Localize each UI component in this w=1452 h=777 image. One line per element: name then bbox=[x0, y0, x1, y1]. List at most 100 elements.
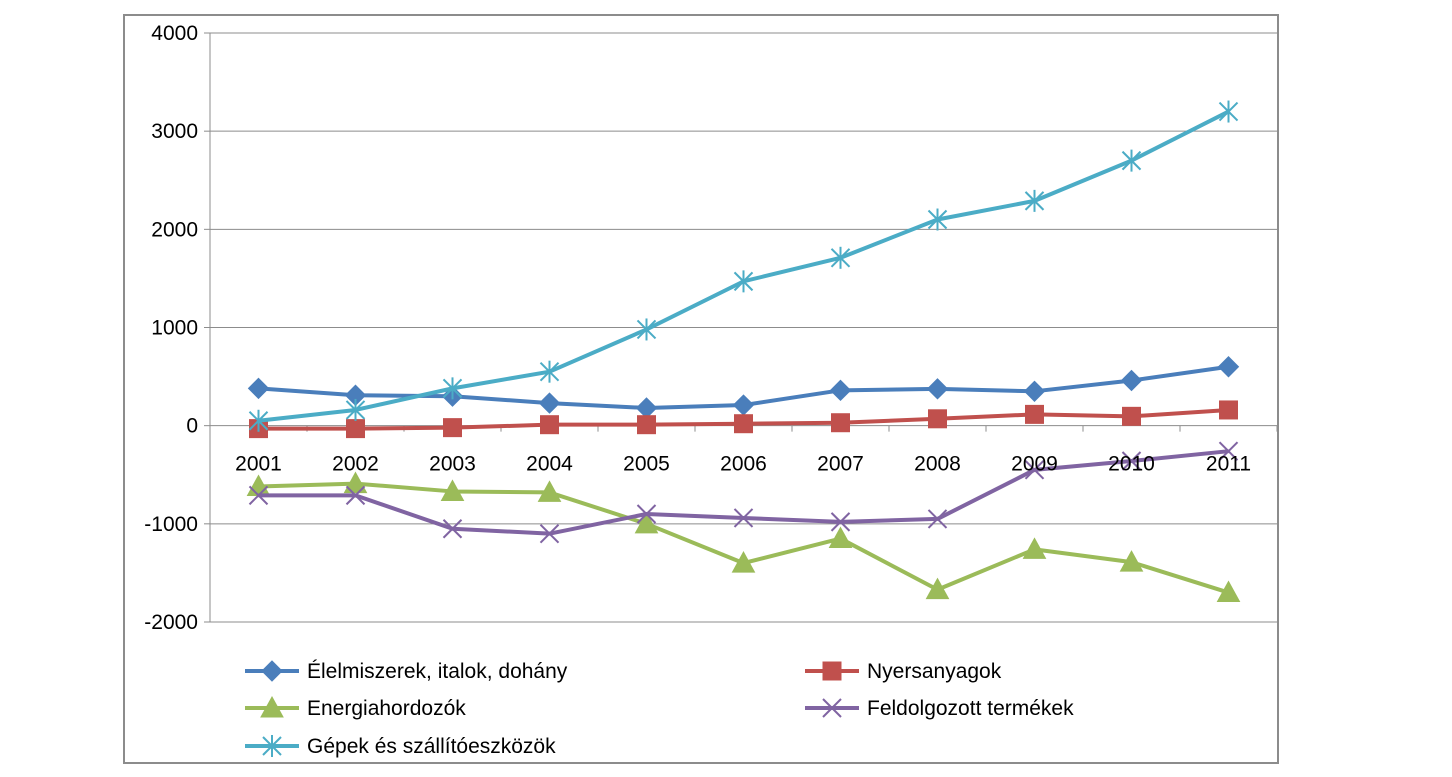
x-tick-label: 2002 bbox=[332, 453, 379, 476]
data-point-square bbox=[831, 413, 850, 433]
data-point-x bbox=[1218, 441, 1239, 461]
data-point-square bbox=[1219, 400, 1238, 420]
axes bbox=[204, 32, 1277, 623]
data-point-x bbox=[822, 698, 842, 718]
legend-label: Nyersanyagok bbox=[867, 660, 1002, 683]
data-point-star bbox=[539, 360, 560, 383]
legend-entry: Feldolgozott termékek bbox=[805, 697, 1074, 720]
data-point-triangle bbox=[828, 526, 853, 549]
legend-entry: Élelmiszerek, italok, dohány bbox=[245, 660, 568, 683]
y-tick-labels: 4000 3000 2000 1000 0 -1000 -2000 bbox=[144, 22, 198, 634]
data-point-diamond bbox=[1217, 356, 1240, 378]
data-point-triangle bbox=[537, 480, 562, 502]
data-point-star bbox=[345, 398, 366, 421]
x-stroke bbox=[733, 508, 754, 528]
data-point-diamond bbox=[732, 394, 755, 416]
y-tick-label: 4000 bbox=[151, 22, 198, 45]
data-point-square bbox=[540, 415, 559, 435]
legend-label: Feldolgozott termékek bbox=[867, 697, 1074, 720]
data-point-triangle bbox=[1022, 537, 1047, 559]
data-point-triangle bbox=[1119, 550, 1144, 572]
data-point-square bbox=[734, 414, 753, 434]
x-stroke bbox=[539, 523, 560, 544]
data-point-star bbox=[262, 735, 282, 757]
data-point-diamond bbox=[261, 660, 283, 682]
legend: Élelmiszerek, italok, dohány Nyersanyagok… bbox=[245, 660, 1074, 758]
data-point-diamond bbox=[635, 397, 658, 419]
data-point-x bbox=[636, 504, 657, 524]
x-tick-label: 2007 bbox=[817, 453, 864, 476]
legend-label: Gépek és szállítóeszközök bbox=[307, 735, 556, 758]
data-point-triangle bbox=[440, 479, 465, 501]
data-point-triangle bbox=[925, 577, 950, 600]
data-point-triangle bbox=[260, 695, 284, 718]
y-tick-label: 0 bbox=[186, 415, 198, 438]
data-point-diamond bbox=[1023, 380, 1046, 403]
data-point-triangle bbox=[634, 511, 659, 534]
data-point-square bbox=[443, 418, 462, 438]
data-point-triangle bbox=[343, 471, 368, 494]
data-point-diamond bbox=[1120, 369, 1143, 392]
data-point-x bbox=[442, 519, 463, 539]
grid-lines bbox=[210, 32, 1277, 623]
data-point-x bbox=[345, 485, 366, 506]
x-stroke bbox=[1121, 451, 1142, 471]
data-point-x bbox=[1121, 451, 1142, 471]
x-tick-label: 2004 bbox=[526, 453, 573, 476]
x-tick-label: 2005 bbox=[623, 453, 670, 476]
x-tick-label: 2008 bbox=[914, 453, 961, 476]
data-point-x bbox=[1024, 460, 1045, 480]
data-point-square bbox=[1025, 404, 1044, 424]
legend-label: Energiahordozók bbox=[307, 697, 466, 720]
series-2 bbox=[246, 471, 1241, 603]
x-stroke bbox=[636, 504, 657, 524]
x-tick-label: 2010 bbox=[1108, 453, 1155, 476]
x-tick-label: 2001 bbox=[235, 453, 282, 476]
data-point-diamond bbox=[926, 378, 949, 400]
x-stroke bbox=[442, 519, 463, 539]
x-tick-label: 2011 bbox=[1206, 453, 1251, 476]
data-point-diamond bbox=[829, 379, 852, 402]
series-3 bbox=[248, 441, 1239, 544]
x-tick-label: 2003 bbox=[429, 453, 476, 476]
data-point-x bbox=[733, 508, 754, 528]
legend-entry: Energiahordozók bbox=[245, 695, 466, 720]
x-tick-label: 2009 bbox=[1011, 453, 1058, 476]
legend-entry: Gépek és szállítóeszközök bbox=[245, 735, 556, 758]
series-lines bbox=[246, 100, 1241, 603]
x-tick-label: 2006 bbox=[720, 453, 767, 476]
x-stroke bbox=[1024, 460, 1045, 480]
data-point-square bbox=[928, 409, 947, 429]
data-point-triangle bbox=[1216, 580, 1241, 603]
data-point-star bbox=[733, 270, 754, 293]
data-point-star bbox=[927, 208, 948, 231]
series-4 bbox=[248, 100, 1239, 432]
x-stroke bbox=[345, 485, 366, 506]
data-point-star bbox=[248, 409, 269, 432]
y-tick-label: 1000 bbox=[151, 317, 198, 340]
x-stroke bbox=[822, 698, 842, 718]
data-point-square bbox=[637, 415, 656, 435]
legend-label: Élelmiszerek, italok, dohány bbox=[307, 660, 568, 683]
chart-frame: 4000 3000 2000 1000 0 -1000 -2000 2001 2002 2003… bbox=[123, 14, 1279, 764]
data-point-square bbox=[346, 419, 365, 439]
data-point-star bbox=[830, 246, 851, 269]
series-line bbox=[258, 481, 1230, 595]
data-point-star bbox=[636, 318, 657, 341]
data-point-square bbox=[822, 661, 842, 681]
y-tick-label: -2000 bbox=[144, 611, 198, 634]
series-line bbox=[258, 109, 1230, 423]
series-0 bbox=[247, 356, 1240, 419]
data-point-x bbox=[539, 523, 560, 544]
y-tick-label: 2000 bbox=[151, 218, 198, 241]
data-point-diamond bbox=[247, 377, 270, 400]
data-point-x bbox=[248, 485, 269, 506]
data-point-x bbox=[830, 512, 851, 532]
data-point-star bbox=[442, 377, 463, 400]
x-tick-labels: 2001 2002 2003 2004 2005 2006 2007 2008 2009 2010… bbox=[235, 453, 1251, 476]
x-stroke bbox=[927, 509, 948, 529]
line-chart: 4000 3000 2000 1000 0 -1000 -2000 2001 2002 2003… bbox=[144, 22, 1277, 758]
x-stroke bbox=[1218, 441, 1239, 461]
x-stroke bbox=[248, 485, 269, 506]
y-tick-label: 3000 bbox=[151, 120, 198, 143]
